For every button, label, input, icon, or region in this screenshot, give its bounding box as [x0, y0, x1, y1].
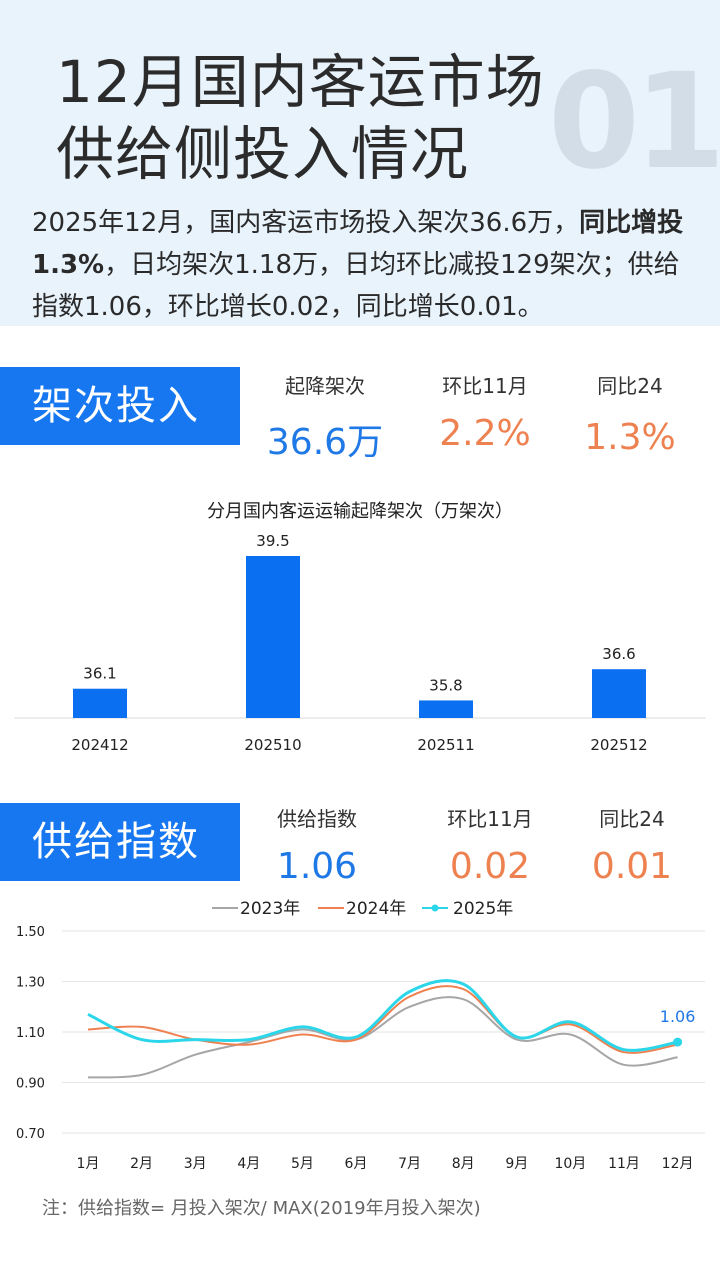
stat-flights: 起降架次 36.6万: [265, 370, 385, 465]
stat-label: 供给指数: [277, 807, 357, 831]
bar-category-label: 202412: [71, 736, 128, 754]
stat-supply-mom: 环比11月 0.02: [430, 803, 550, 887]
y-tick-label: 1.50: [16, 925, 45, 940]
summary-part-2: ，日均架次1.18万，日均环比减投129架次；供给指数1.06，环比增长0.02…: [32, 250, 680, 322]
y-tick-label: 0.90: [16, 1077, 45, 1092]
legend-label: 2023年: [240, 899, 300, 919]
stat-supply-yoy: 同比24 0.01: [572, 803, 692, 887]
end-value-label: 1.06: [660, 1007, 696, 1026]
bar: [73, 688, 127, 718]
stat-value: 0.01: [591, 846, 673, 887]
x-tick-label: 8月: [452, 1156, 475, 1172]
y-tick-label: 1.10: [16, 1026, 45, 1041]
stat-label: 同比24: [597, 374, 663, 398]
y-tick-label: 1.30: [16, 976, 45, 991]
x-tick-label: 2月: [130, 1156, 153, 1172]
series-line: [87, 996, 678, 1079]
stat-value: 2.2%: [439, 413, 531, 454]
bar-chart: 分月国内客运运输起降架次（万架次） 36.1 202412 39.5 202510 35.…: [14, 501, 706, 754]
bar-value-label: 35.8: [429, 676, 462, 694]
bar-value-label: 39.5: [256, 532, 289, 550]
section-tag-flights: 架次投入: [0, 367, 240, 445]
stat-value: 0.02: [449, 846, 531, 887]
bar-value-label: 36.6: [602, 645, 635, 663]
x-tick-label: 5月: [291, 1156, 314, 1172]
bar-category-label: 202511: [417, 736, 474, 754]
bar-category-label: 202510: [244, 736, 301, 754]
bar-category-label: 202512: [590, 736, 647, 754]
x-tick-label: 11月: [608, 1156, 640, 1172]
line-chart: 2023年 2024年 2025年 1.50 1.30 1.10 0.90 0.70 1月 2月 3…: [16, 899, 705, 1172]
legend-marker: [431, 904, 439, 912]
bar: [592, 669, 646, 718]
y-tick-label: 0.70: [16, 1127, 45, 1142]
footnote: 注：供给指数= 月投入架次/ MAX(2019年月投入架次): [42, 1198, 481, 1219]
section-number: 01: [548, 45, 720, 199]
stat-label: 起降架次: [285, 374, 365, 398]
bar-value-label: 36.1: [83, 665, 116, 683]
stat-label: 环比11月: [442, 374, 528, 398]
end-point-marker: [673, 1037, 683, 1047]
stat-mom: 环比11月 2.2%: [425, 370, 545, 454]
bar-chart-title: 分月国内客运运输起降架次（万架次）: [207, 501, 513, 522]
stat-value: 1.3%: [584, 417, 676, 458]
legend-label: 2025年: [453, 899, 513, 919]
bar: [246, 556, 300, 718]
page-title: 12月国内客运市场 供给侧投入情况: [56, 48, 545, 188]
stat-value: 1.06: [276, 846, 358, 887]
series-line: [87, 985, 678, 1054]
legend-label: 2024年: [346, 899, 406, 919]
x-tick-label: 10月: [554, 1156, 586, 1172]
stat-label: 环比11月: [447, 807, 533, 831]
summary-bold-2: 1.3%: [32, 250, 105, 280]
summary-part-1: 2025年12月，国内客运市场投入架次36.6万，: [32, 208, 580, 238]
series-line: [87, 979, 678, 1052]
x-tick-label: 9月: [505, 1156, 528, 1172]
x-tick-label: 4月: [237, 1156, 260, 1172]
x-tick-label: 1月: [77, 1156, 100, 1172]
stat-supply-index: 供给指数 1.06: [257, 803, 377, 887]
x-tick-label: 12月: [662, 1156, 694, 1172]
x-tick-label: 6月: [345, 1156, 368, 1172]
header-panel: 12月国内客运市场 供给侧投入情况 01 2025年12月，国内客运市场投入架次…: [0, 0, 720, 326]
stat-value: 36.6万: [266, 422, 384, 463]
bar: [419, 700, 473, 718]
summary-bold-1: 同比增投: [579, 208, 684, 238]
x-tick-label: 3月: [184, 1156, 207, 1172]
stat-yoy: 同比24 1.3%: [570, 370, 690, 458]
x-tick-label: 7月: [398, 1156, 421, 1172]
section-tag-supply: 供给指数: [0, 803, 240, 881]
summary-text: 2025年12月，国内客运市场投入架次36.6万，同比增投 1.3%，日均架次1.…: [32, 202, 696, 328]
stat-label: 同比24: [599, 807, 665, 831]
